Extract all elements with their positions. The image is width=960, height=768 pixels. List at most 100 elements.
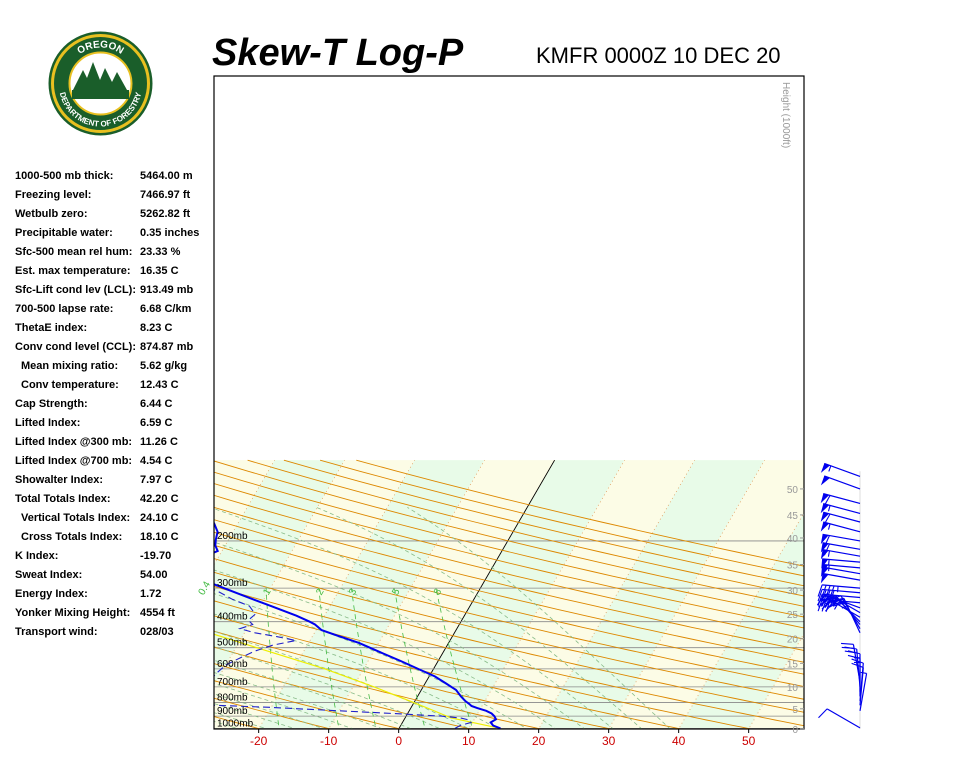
index-value: 7466.97 ft xyxy=(140,189,191,201)
wind-barb-flag xyxy=(847,654,861,659)
dry-adiabat xyxy=(214,471,804,618)
wind-barb xyxy=(820,572,861,584)
moist-adiabat xyxy=(214,693,326,729)
index-value: 6.44 C xyxy=(140,398,173,410)
temperature-tick-label: 0 xyxy=(395,734,402,748)
height-tick-label: 15 xyxy=(787,659,799,670)
wind-barb-half xyxy=(827,505,831,512)
wind-barb-pennant xyxy=(820,573,829,584)
wind-barb-half xyxy=(828,465,832,472)
index-label: ThetaE index: xyxy=(15,322,88,334)
dry-adiabat xyxy=(214,460,804,607)
dry-adiabat xyxy=(214,506,804,651)
temperature-tick-label: -10 xyxy=(320,734,338,748)
dry-adiabat xyxy=(214,558,804,700)
station-time-label: KMFR 0000Z 10 DEC 20 xyxy=(536,43,781,68)
index-value: 12.43 C xyxy=(140,379,179,391)
dry-adiabat xyxy=(0,460,138,734)
wind-barb-staff xyxy=(822,566,861,575)
height-tick-label: 25 xyxy=(787,610,799,621)
index-value: 4554 ft xyxy=(140,607,175,619)
index-label: Wetbulb zero: xyxy=(15,208,88,220)
wind-barb-pennant xyxy=(820,522,830,532)
index-value: 5464.00 m xyxy=(140,170,193,182)
dry-adiabat xyxy=(214,600,754,729)
isotherm-line xyxy=(0,460,65,734)
index-label: Lifted Index @300 mb: xyxy=(15,436,133,448)
index-value: 7.97 C xyxy=(140,474,173,486)
index-value: 42.20 C xyxy=(140,493,179,505)
dry-adiabat xyxy=(319,459,804,577)
wind-barb-staff xyxy=(859,673,868,711)
dry-adiabat xyxy=(214,646,543,729)
wind-barb-staff xyxy=(823,511,861,523)
index-value: 6.59 C xyxy=(140,417,173,429)
dry-adiabat xyxy=(214,531,804,675)
chart-title: Skew-T Log-P xyxy=(212,32,464,74)
isotherm-line xyxy=(748,632,804,729)
dry-adiabat xyxy=(0,460,209,734)
wind-barb-flag xyxy=(821,599,827,612)
zero-isotherm xyxy=(398,459,555,729)
index-label: Cross Totals Index: xyxy=(21,531,123,543)
height-tick-label: 30 xyxy=(787,586,799,597)
mixing-ratio-line xyxy=(394,588,426,729)
index-label: Mean mixing ratio: xyxy=(21,360,119,372)
wind-barb-flag xyxy=(824,594,836,602)
wind-barb-flag xyxy=(844,646,857,650)
height-tick-label: 5 xyxy=(792,705,798,716)
index-label: Freezing level: xyxy=(15,189,92,201)
wind-barb-half xyxy=(860,671,867,674)
wind-barb xyxy=(820,542,861,556)
height-tick-label: 50 xyxy=(787,485,799,496)
wind-barb-pennant xyxy=(820,512,830,522)
wind-barb-staff xyxy=(859,667,864,706)
dry-adiabat xyxy=(283,459,804,587)
wind-barb-staff xyxy=(822,588,861,594)
temperature-tick-label: 40 xyxy=(672,734,686,748)
pressure-label: 700mb xyxy=(217,677,248,688)
pressure-label: 600mb xyxy=(217,659,248,670)
moist-adiabat xyxy=(214,508,614,729)
dry-adiabat xyxy=(214,585,804,727)
dry-adiabat xyxy=(214,483,804,629)
height-tick-label: 10 xyxy=(787,683,799,694)
index-label: Sfc-Lift cond lev (LCL): xyxy=(15,284,136,296)
wind-barb-staff xyxy=(822,558,861,563)
wind-barb xyxy=(820,493,861,507)
index-label: K Index: xyxy=(15,550,59,562)
index-value: 11.26 C xyxy=(140,436,178,448)
wind-barb xyxy=(820,475,861,490)
index-label: Conv temperature: xyxy=(21,379,119,391)
pressure-label: 500mb xyxy=(217,638,248,649)
mixing-ratio-label: 2 xyxy=(314,587,327,598)
wind-barb-flag xyxy=(831,597,845,602)
mixing-ratio-label: 5 xyxy=(390,587,403,598)
wind-barb-staff xyxy=(822,563,861,569)
wind-barb-flag xyxy=(833,601,846,605)
index-label: Est. max temperature: xyxy=(15,265,131,277)
temperature-tick-label: -20 xyxy=(250,734,268,748)
isotherm-line xyxy=(258,459,415,729)
wind-barb-flag xyxy=(841,642,854,645)
oregon-forestry-logo: OREGON DEPARTMENT OF FORESTRY xyxy=(47,30,154,137)
wind-barb-flag xyxy=(830,598,844,604)
wind-barb-flag xyxy=(828,595,842,600)
wind-barb-flag xyxy=(817,584,823,597)
index-label: 1000-500 mb thick: xyxy=(15,170,114,182)
index-value: 23.33 % xyxy=(140,246,181,258)
index-label: Yonker Mixing Height: xyxy=(15,607,131,619)
wind-barb-flag xyxy=(818,708,828,719)
mixing-ratio-label: 3 xyxy=(347,587,360,598)
dry-adiabat xyxy=(214,494,804,640)
wind-barb-staff xyxy=(822,548,861,557)
index-value: 16.35 C xyxy=(140,265,179,277)
index-value: 8.23 C xyxy=(140,322,173,334)
wind-barb xyxy=(859,671,868,711)
wind-barb-pennant xyxy=(820,463,830,473)
index-value: 913.49 mb xyxy=(140,284,194,296)
moist-adiabat xyxy=(316,507,643,729)
isotherm-band xyxy=(0,460,135,734)
height-tick-label: 0 xyxy=(792,725,798,736)
wind-barb xyxy=(831,597,861,634)
